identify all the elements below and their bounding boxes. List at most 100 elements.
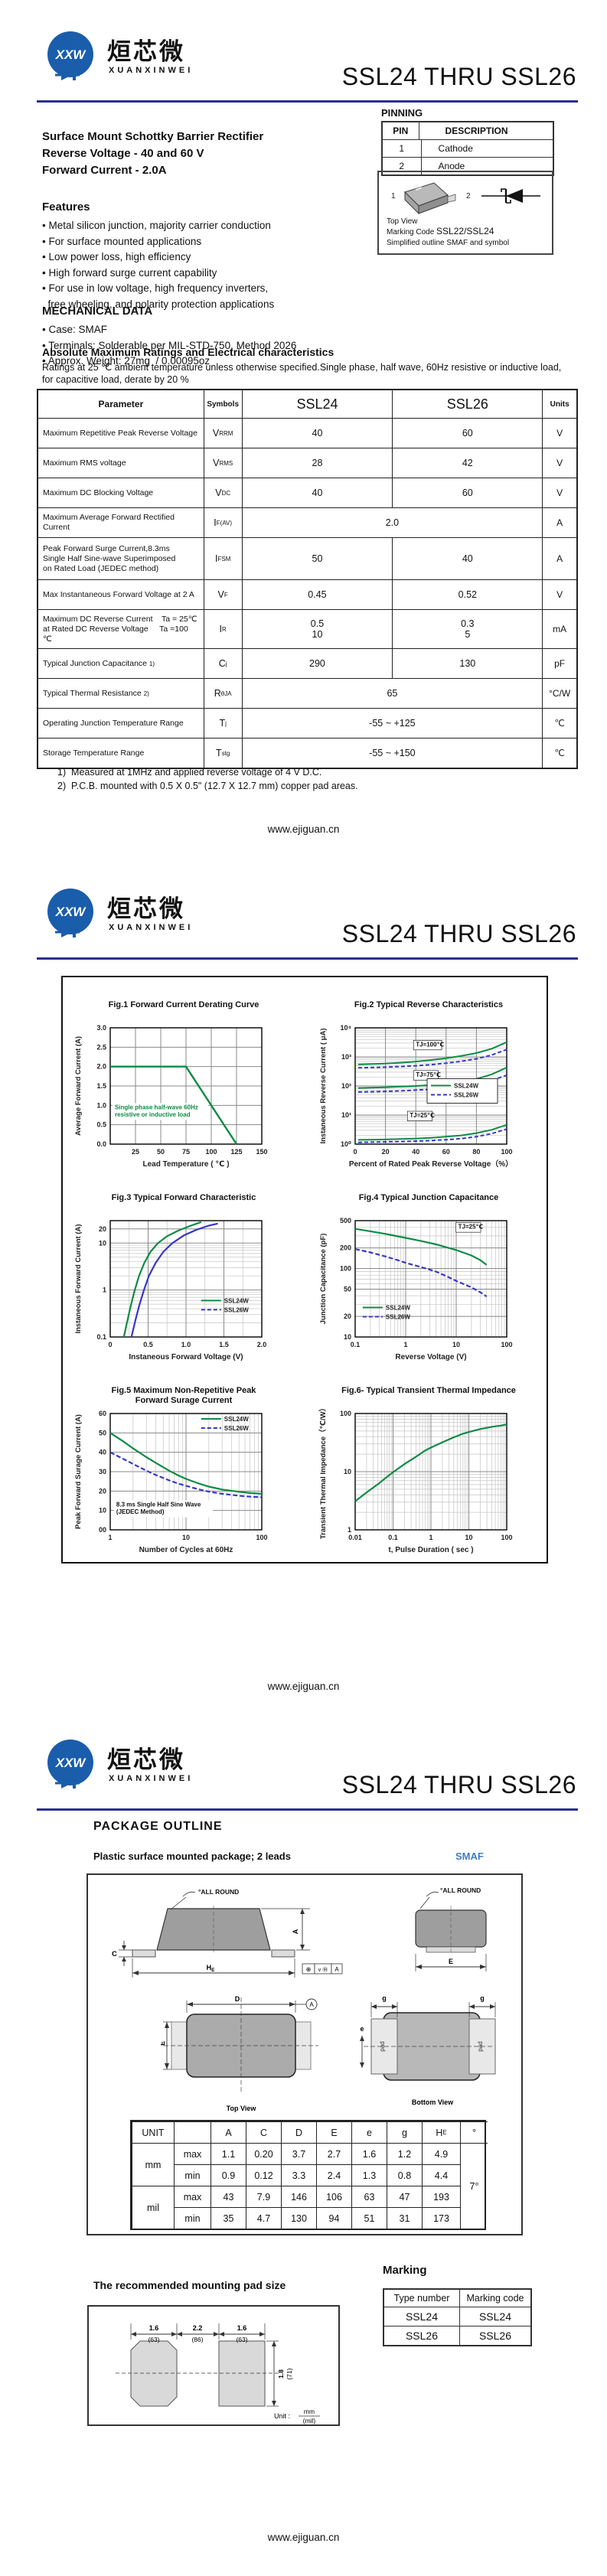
page2-header: XXW 烜芯微 XUANXINWEI SSL24 THRU SSL26 bbox=[37, 880, 578, 964]
svg-text:100: 100 bbox=[340, 1410, 351, 1417]
ratings-desc-1: Ratings at 25 ℃ ambient temperature unle… bbox=[42, 362, 562, 373]
svg-text:10³: 10³ bbox=[341, 1053, 351, 1061]
svg-text:Percent of Rated Peak Reverse: Percent of Rated Peak Reverse Voltage（%） bbox=[349, 1159, 513, 1169]
feature-item: • For use in low voltage, high frequency… bbox=[42, 282, 275, 310]
svg-text:0.0: 0.0 bbox=[96, 1140, 106, 1148]
svg-text:20: 20 bbox=[382, 1148, 390, 1156]
fig1-title: Fig.1 Forward Current Derating Curve bbox=[108, 1000, 259, 1009]
svg-text:v Ⓜ: v Ⓜ bbox=[318, 1967, 328, 1973]
fig6-panel: Fig.6- Typical Transient Thermal Impedan… bbox=[315, 1386, 542, 1564]
svg-text:pad: pad bbox=[379, 2041, 386, 2051]
package-outline-subheading: Plastic surface mounted package; 2 leads bbox=[93, 1850, 291, 1862]
svg-text:100: 100 bbox=[501, 1341, 512, 1348]
figures-box: Fig.1 Forward Current Derating Curve 25 5… bbox=[61, 976, 548, 1564]
svg-text:TJ=75℃: TJ=75℃ bbox=[416, 1071, 441, 1078]
svg-text:1.5: 1.5 bbox=[219, 1341, 229, 1348]
features-heading: Features bbox=[42, 201, 90, 214]
svg-text:⊕: ⊕ bbox=[306, 1966, 312, 1973]
svg-text:8.3 ms Single Half Sine Wave(J: 8.3 ms Single Half Sine Wave (JEDEC Metho… bbox=[116, 1502, 201, 1516]
tolerance-frame: ⊕ v Ⓜ A bbox=[302, 1963, 343, 1974]
svg-text:t, Pulse Duration ( sec ): t, Pulse Duration ( sec ) bbox=[388, 1546, 473, 1554]
outline-box: °ALL ROUND A C HE ⊕ v Ⓜ A bbox=[86, 1873, 523, 2235]
fig5-title: Fig.5 Maximum Non-Repetitive Peak Forwar… bbox=[111, 1386, 256, 1405]
ratings-header-row: Parameter Symbols SSL24 SSL26 Units bbox=[38, 390, 576, 418]
ratings-table: Parameter Symbols SSL24 SSL26 Units Maxi… bbox=[37, 389, 578, 769]
footnote-1: 1) Measured at 1MHz and applied reverse … bbox=[57, 767, 322, 778]
svg-text:500: 500 bbox=[340, 1217, 351, 1224]
svg-text:10: 10 bbox=[452, 1341, 460, 1348]
svg-text:XXW: XXW bbox=[55, 905, 87, 919]
pinning-heading: PINNING bbox=[381, 107, 423, 119]
svg-text:60: 60 bbox=[99, 1410, 106, 1417]
feature-item: • For surface mounted applications bbox=[42, 235, 202, 247]
svg-text:SSL24W: SSL24W bbox=[224, 1297, 249, 1304]
svg-text:A: A bbox=[292, 1929, 299, 1934]
svg-text:10⁰: 10⁰ bbox=[341, 1140, 351, 1148]
svg-text:1: 1 bbox=[348, 1526, 351, 1534]
table-row: SSL26 SSL26 bbox=[384, 2326, 530, 2345]
subtitle-line: Reverse Voltage - 40 and 60 V bbox=[42, 147, 204, 160]
pinning-table: PIN DESCRIPTION 1 Cathode 2 Anode bbox=[381, 121, 554, 176]
package-outline-note: Simplified outline SMAF and symbol bbox=[387, 239, 510, 247]
svg-text:1: 1 bbox=[391, 192, 396, 201]
company-logo-icon: XXW bbox=[47, 889, 93, 937]
footer-url: www.ejiguan.cn bbox=[267, 2532, 340, 2543]
svg-text:0.1: 0.1 bbox=[96, 1333, 106, 1341]
marking-header-row: Type number Marking code bbox=[384, 2290, 530, 2307]
marking-code-value: SSL22/SSL24 bbox=[436, 226, 494, 236]
package-marking-note: Marking Code SSL22/SSL24 bbox=[387, 226, 494, 237]
mechanical-heading: MECHANICAL DATA bbox=[42, 305, 153, 318]
svg-text:e: e bbox=[360, 2025, 364, 2033]
svg-text:TJ=25℃: TJ=25℃ bbox=[459, 1224, 484, 1231]
svg-text:2.2: 2.2 bbox=[193, 2324, 203, 2332]
schottky-diode-symbol-icon bbox=[481, 188, 540, 204]
subtitle-line: Surface Mount Schottky Barrier Rectifier bbox=[42, 130, 264, 143]
mounting-pad-drawing: 1.6 (63) 2.2 (86) 1.6 (63) 1.8 (71) Unit… bbox=[116, 2323, 320, 2424]
svg-text:HE: HE bbox=[207, 1964, 216, 1973]
svg-text:10: 10 bbox=[465, 1534, 472, 1541]
mechanical-item: • Case: SMAF bbox=[42, 324, 107, 335]
svg-text:Peak Forward Surage Current (A: Peak Forward Surage Current (A) bbox=[74, 1414, 83, 1529]
svg-text:(71): (71) bbox=[286, 2368, 293, 2379]
svg-text:10: 10 bbox=[99, 1239, 106, 1247]
svg-text:100: 100 bbox=[501, 1148, 512, 1156]
svg-text:E: E bbox=[449, 1958, 453, 1965]
svg-text:mm: mm bbox=[304, 2408, 315, 2415]
package-top-view-note: Top View bbox=[387, 217, 418, 226]
svg-text:TJ=25℃: TJ=25℃ bbox=[410, 1112, 435, 1119]
svg-text:2.0: 2.0 bbox=[96, 1063, 106, 1071]
svg-text:100: 100 bbox=[256, 1534, 267, 1541]
svg-text:40: 40 bbox=[99, 1449, 106, 1456]
svg-text:Average Forward Current (A): Average Forward Current (A) bbox=[74, 1036, 83, 1136]
svg-text:10: 10 bbox=[344, 1333, 351, 1341]
svg-text:SSL26W: SSL26W bbox=[224, 1425, 249, 1432]
footnote-2: 2) P.C.B. mounted with 0.5 X 0.5" (12.7 … bbox=[57, 781, 358, 791]
svg-text:25: 25 bbox=[132, 1148, 139, 1156]
svg-text:10: 10 bbox=[344, 1468, 351, 1475]
svg-text:(63): (63) bbox=[148, 2336, 159, 2343]
mounting-pad-box: 1.6 (63) 2.2 (86) 1.6 (63) 1.8 (71) Unit… bbox=[87, 2305, 340, 2426]
desc-col-header: DESCRIPTION bbox=[445, 126, 508, 136]
svg-text:Transient Thermal Impedance（℃/: Transient Thermal Impedance（℃/W） bbox=[318, 1407, 328, 1539]
fig3-title: Fig.3 Typical Forward Characteristic bbox=[111, 1193, 256, 1202]
svg-text:Unit :: Unit : bbox=[274, 2412, 290, 2420]
table-row: Maximum DC Blocking Voltage V DC 40 60 V bbox=[38, 478, 576, 507]
table-row: Peak Forward Surge Current,8.3ms Single … bbox=[38, 537, 576, 579]
svg-text:g: g bbox=[480, 1994, 485, 2002]
footer-url: www.ejiguan.cn bbox=[267, 1681, 340, 1692]
svg-text:0.1: 0.1 bbox=[351, 1341, 361, 1348]
table-row: 1 Cathode bbox=[383, 139, 553, 157]
mechanical-item: • Approx. Weight: 27mg / 0.00095oz bbox=[42, 355, 210, 367]
fig6-title: Fig.6- Typical Transient Thermal Impedan… bbox=[341, 1386, 516, 1395]
svg-text:10: 10 bbox=[182, 1534, 190, 1541]
pinning-header-row: PIN DESCRIPTION bbox=[383, 122, 553, 139]
package-name: SMAF bbox=[455, 1850, 484, 1862]
package-preview-box: 1 2 Top View Marking Code SSL22/SSL24 Si… bbox=[377, 171, 553, 255]
svg-text:10²: 10² bbox=[341, 1082, 351, 1090]
svg-text:150: 150 bbox=[256, 1148, 267, 1156]
svg-text:10¹: 10¹ bbox=[341, 1111, 351, 1119]
